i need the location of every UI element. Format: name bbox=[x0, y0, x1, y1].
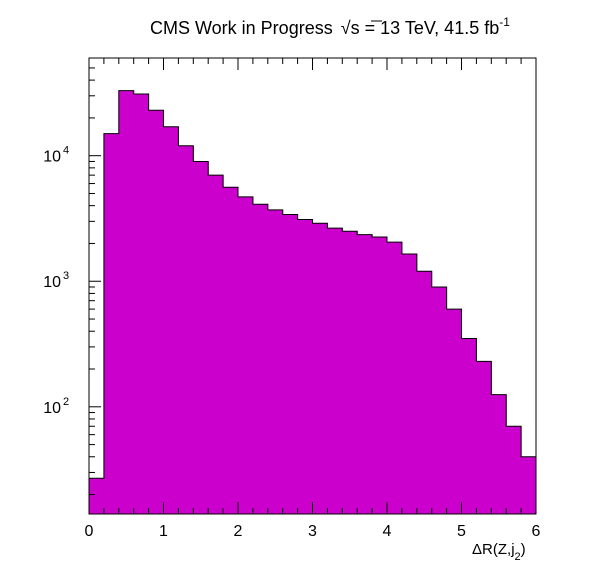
histogram-bar bbox=[208, 175, 224, 514]
histogram-bar bbox=[521, 456, 537, 514]
histogram-bar bbox=[401, 253, 418, 514]
histogram-bar bbox=[252, 204, 269, 514]
histogram-bar bbox=[267, 209, 284, 514]
y-tick-label: 10 bbox=[43, 274, 61, 291]
histogram-bar bbox=[476, 361, 492, 514]
histogram-bar bbox=[357, 234, 373, 514]
x-axis-label: ΔR(Z,j2) bbox=[472, 541, 526, 563]
x-label-base: R(Z,j bbox=[482, 541, 515, 558]
histogram-bar bbox=[297, 219, 313, 514]
histogram-bar bbox=[312, 223, 328, 514]
histogram-bar bbox=[133, 94, 150, 515]
histogram-bar bbox=[148, 110, 164, 515]
title-exponent: -1 bbox=[499, 15, 510, 29]
chart-title: CMS Work in Progress √s = 13 TeV, 41.5 fb-… bbox=[150, 15, 510, 38]
histogram-bar bbox=[446, 309, 462, 514]
x-tick-label: 2 bbox=[234, 523, 243, 540]
x-tick-label: 0 bbox=[85, 523, 94, 540]
title-sqrt: √s bbox=[341, 18, 360, 38]
x-tick-label: 1 bbox=[159, 523, 168, 540]
histogram-bar bbox=[282, 214, 299, 514]
histogram-bar bbox=[238, 196, 254, 514]
x-tick-label: 4 bbox=[383, 523, 392, 540]
x-tick-label: 6 bbox=[532, 523, 541, 540]
title-energy: = 13 TeV, 41.5 fb bbox=[365, 18, 500, 38]
histogram-bar bbox=[163, 126, 179, 514]
histogram-bar bbox=[342, 231, 358, 514]
histogram-bar bbox=[223, 187, 239, 514]
y-tick-exponent: 2 bbox=[63, 396, 69, 408]
x-tick-label: 5 bbox=[457, 523, 466, 540]
histogram-bar bbox=[89, 478, 105, 514]
y-tick-exponent: 4 bbox=[63, 145, 69, 157]
histogram-outline bbox=[88, 90, 537, 514]
x-tick-label: 3 bbox=[308, 523, 317, 540]
histogram-bar bbox=[416, 271, 433, 514]
histogram-bar bbox=[372, 237, 388, 515]
histogram-bar bbox=[387, 242, 403, 514]
title-main: CMS Work in Progress bbox=[150, 18, 333, 38]
histogram-bar bbox=[431, 286, 448, 514]
x-label-delta: Δ bbox=[472, 541, 482, 558]
y-tick-exponent: 3 bbox=[63, 270, 69, 282]
histogram-bar bbox=[178, 145, 194, 514]
histogram-bar bbox=[118, 90, 135, 515]
y-tick-label: 10 bbox=[43, 400, 61, 417]
x-label-close: ) bbox=[521, 541, 526, 558]
histogram-bar bbox=[491, 394, 507, 514]
histogram-bar bbox=[327, 228, 343, 514]
histogram-bar bbox=[193, 161, 209, 514]
histogram-bar bbox=[461, 338, 477, 514]
x-label-sub: 2 bbox=[515, 551, 521, 563]
histogram-bar bbox=[103, 133, 120, 514]
histogram-bar bbox=[506, 426, 522, 514]
histogram-bars bbox=[88, 90, 537, 515]
axis-ticks bbox=[88, 57, 537, 514]
y-tick-label: 10 bbox=[43, 149, 61, 166]
